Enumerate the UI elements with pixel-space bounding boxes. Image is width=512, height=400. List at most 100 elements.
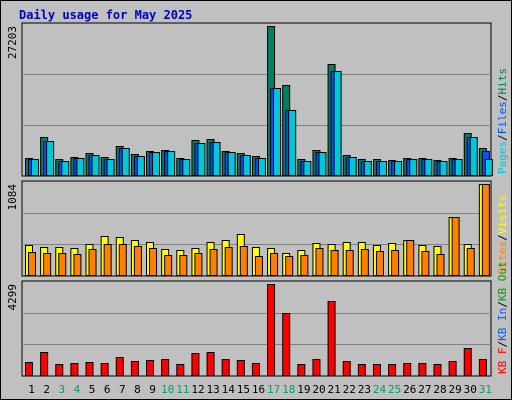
bar-hits-pages xyxy=(167,151,176,176)
x-tick-label: 9 xyxy=(149,383,156,396)
x-tick-label: 29 xyxy=(449,383,462,396)
x-tick-label: 22 xyxy=(343,383,356,396)
bar-hits-pages xyxy=(121,148,130,176)
x-tick-label: 31 xyxy=(479,383,492,396)
legend-item: KB In xyxy=(496,308,509,341)
x-tick-label: 5 xyxy=(89,383,96,396)
bar-kbytes-kb-f xyxy=(388,364,397,376)
bar-visits-sites xyxy=(164,255,173,276)
bar-visits-sites xyxy=(481,184,490,276)
bar-visits-sites xyxy=(149,248,158,276)
legend-item: Pages xyxy=(496,141,509,174)
panel-visits: 1084 Sites/Visits xyxy=(6,180,509,277)
bar-hits-pages xyxy=(182,159,191,176)
legend-separator: / xyxy=(496,341,509,348)
bar-visits-sites xyxy=(436,254,445,276)
bar-kbytes-kb-f xyxy=(25,362,33,376)
x-tick-label: 11 xyxy=(176,383,189,396)
plot-area xyxy=(21,280,492,377)
bar-visits-sites xyxy=(73,254,82,276)
bar-visits-sites xyxy=(209,249,218,276)
bar-hits-pages xyxy=(288,110,297,176)
bar-hits-pages xyxy=(424,159,433,176)
x-tick-label: 30 xyxy=(464,383,477,396)
bar-hits-pages xyxy=(469,137,478,176)
bar-kbytes-kb-f xyxy=(312,359,321,376)
bar-hits-pages xyxy=(242,155,251,176)
bar-visits-sites xyxy=(345,250,354,276)
x-tick-label: 12 xyxy=(191,383,204,396)
bar-hits-pages xyxy=(363,161,372,176)
x-tick-label: 8 xyxy=(134,383,141,396)
legend-hits: Pages/Files/Hits xyxy=(496,68,509,174)
x-tick-label: 24 xyxy=(373,383,387,396)
legend-separator: / xyxy=(496,301,509,308)
bar-visits-sites xyxy=(224,247,233,276)
x-tick-label: 26 xyxy=(403,383,416,396)
x-tick-label: 3 xyxy=(59,383,66,396)
legend-item: Files xyxy=(496,101,509,134)
bar-hits-pages xyxy=(318,152,327,176)
bar-kbytes-kb-f xyxy=(282,313,291,376)
bar-hits-pages xyxy=(46,141,55,176)
legend-item: Hits xyxy=(496,68,509,95)
x-tick-label: 2 xyxy=(43,383,50,396)
x-tick-label: 15 xyxy=(237,383,250,396)
bar-hits-pages xyxy=(227,152,236,176)
legend-kbytes: KB F/KB In/KB Out xyxy=(496,261,509,374)
bar-hits-pages xyxy=(152,152,161,176)
bar-hits-pages xyxy=(136,156,145,176)
bar-visits-sites xyxy=(421,251,430,276)
bar-hits-pages xyxy=(394,161,403,176)
bar-kbytes-kb-f xyxy=(327,301,336,376)
bar-kbytes-kb-f xyxy=(100,363,109,376)
chart-title: Daily usage for May 2025 xyxy=(19,8,192,22)
bar-hits-pages xyxy=(273,88,282,176)
x-tick-label: 17 xyxy=(267,383,280,396)
bar-visits-sites xyxy=(254,256,263,276)
bar-visits-sites xyxy=(194,253,203,276)
bar-visits-sites xyxy=(88,249,97,276)
x-tick-label: 27 xyxy=(418,383,431,396)
bar-visits-sites xyxy=(118,244,127,276)
x-axis-labels: 1 2 3 4 5 6 7 8 9 10 11 12 13 14 15 16 17 18 19 20 21 22 23 24 2… xyxy=(28,383,492,396)
x-tick-label: 19 xyxy=(297,383,310,396)
bar-visits-sites xyxy=(406,240,415,276)
bar-kbytes-kb-f xyxy=(357,364,366,376)
bar-hits-pages xyxy=(197,143,206,176)
bar-visits-sites xyxy=(451,217,460,276)
bar-kbytes-kb-f xyxy=(206,352,215,376)
bar-hits-pages xyxy=(439,161,448,176)
bar-kbytes-kb-f xyxy=(342,361,351,376)
bar-kbytes-kb-f xyxy=(433,364,442,376)
bar-visits-sites xyxy=(103,244,112,276)
bar-kbytes-kb-f xyxy=(236,360,245,376)
bar-hits-pages xyxy=(212,142,221,176)
bar-kbytes-kb-f xyxy=(221,359,230,376)
bar-kbytes-kb-f xyxy=(251,363,260,376)
x-tick-label: 13 xyxy=(206,383,219,396)
bar-kbytes-kb-f xyxy=(478,359,487,376)
bar-hits-pages xyxy=(484,159,493,176)
legend-separator: / xyxy=(496,95,509,102)
bar-visits-sites xyxy=(391,250,400,276)
bar-visits-sites xyxy=(270,253,279,276)
bar-visits-sites xyxy=(179,255,188,276)
x-tick-label: 20 xyxy=(312,383,325,396)
legend-item: KB Out xyxy=(496,261,509,301)
x-tick-label: 6 xyxy=(104,383,111,396)
x-tick-label: 21 xyxy=(328,383,341,396)
legend-item: KB F xyxy=(496,348,509,375)
bar-hits-pages xyxy=(106,159,115,176)
x-tick-label: 23 xyxy=(358,383,371,396)
bar-visits-sites xyxy=(330,250,339,276)
bar-kbytes-kb-f xyxy=(176,364,185,376)
bar-hits-pages xyxy=(454,159,463,176)
bar-visits-sites xyxy=(28,252,36,276)
bar-hits-pages xyxy=(61,161,70,176)
bar-visits-sites xyxy=(43,253,52,276)
bar-visits-sites xyxy=(133,246,142,276)
bar-visits-sites xyxy=(466,248,475,276)
